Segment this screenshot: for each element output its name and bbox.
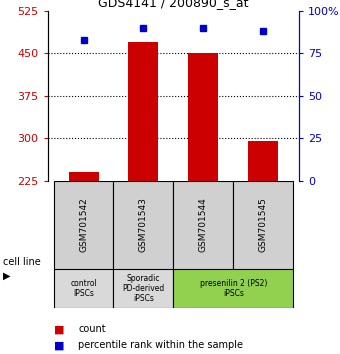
Bar bbox=[233, 181, 293, 269]
Bar bbox=[173, 181, 233, 269]
Bar bbox=[114, 269, 173, 308]
Bar bbox=[188, 53, 218, 181]
Bar bbox=[54, 269, 114, 308]
Text: cell line: cell line bbox=[3, 257, 41, 267]
Text: ■: ■ bbox=[54, 340, 65, 350]
Bar bbox=[173, 269, 293, 308]
Text: control
IPSCs: control IPSCs bbox=[70, 279, 97, 298]
Bar bbox=[129, 42, 158, 181]
Bar bbox=[114, 181, 173, 269]
Text: ▶: ▶ bbox=[3, 271, 11, 281]
Text: GSM701544: GSM701544 bbox=[199, 198, 208, 252]
Bar bbox=[248, 141, 278, 181]
Text: count: count bbox=[78, 324, 106, 334]
Text: GSM701542: GSM701542 bbox=[79, 198, 88, 252]
Text: Sporadic
PD-derived
iPSCs: Sporadic PD-derived iPSCs bbox=[122, 274, 165, 303]
Text: GSM701545: GSM701545 bbox=[259, 197, 268, 252]
Text: percentile rank within the sample: percentile rank within the sample bbox=[78, 340, 243, 350]
Title: GDS4141 / 200890_s_at: GDS4141 / 200890_s_at bbox=[98, 0, 249, 10]
Text: GSM701543: GSM701543 bbox=[139, 197, 148, 252]
Bar bbox=[54, 181, 114, 269]
Text: presenilin 2 (PS2)
iPSCs: presenilin 2 (PS2) iPSCs bbox=[200, 279, 267, 298]
Bar bbox=[69, 172, 99, 181]
Text: ■: ■ bbox=[54, 324, 65, 334]
